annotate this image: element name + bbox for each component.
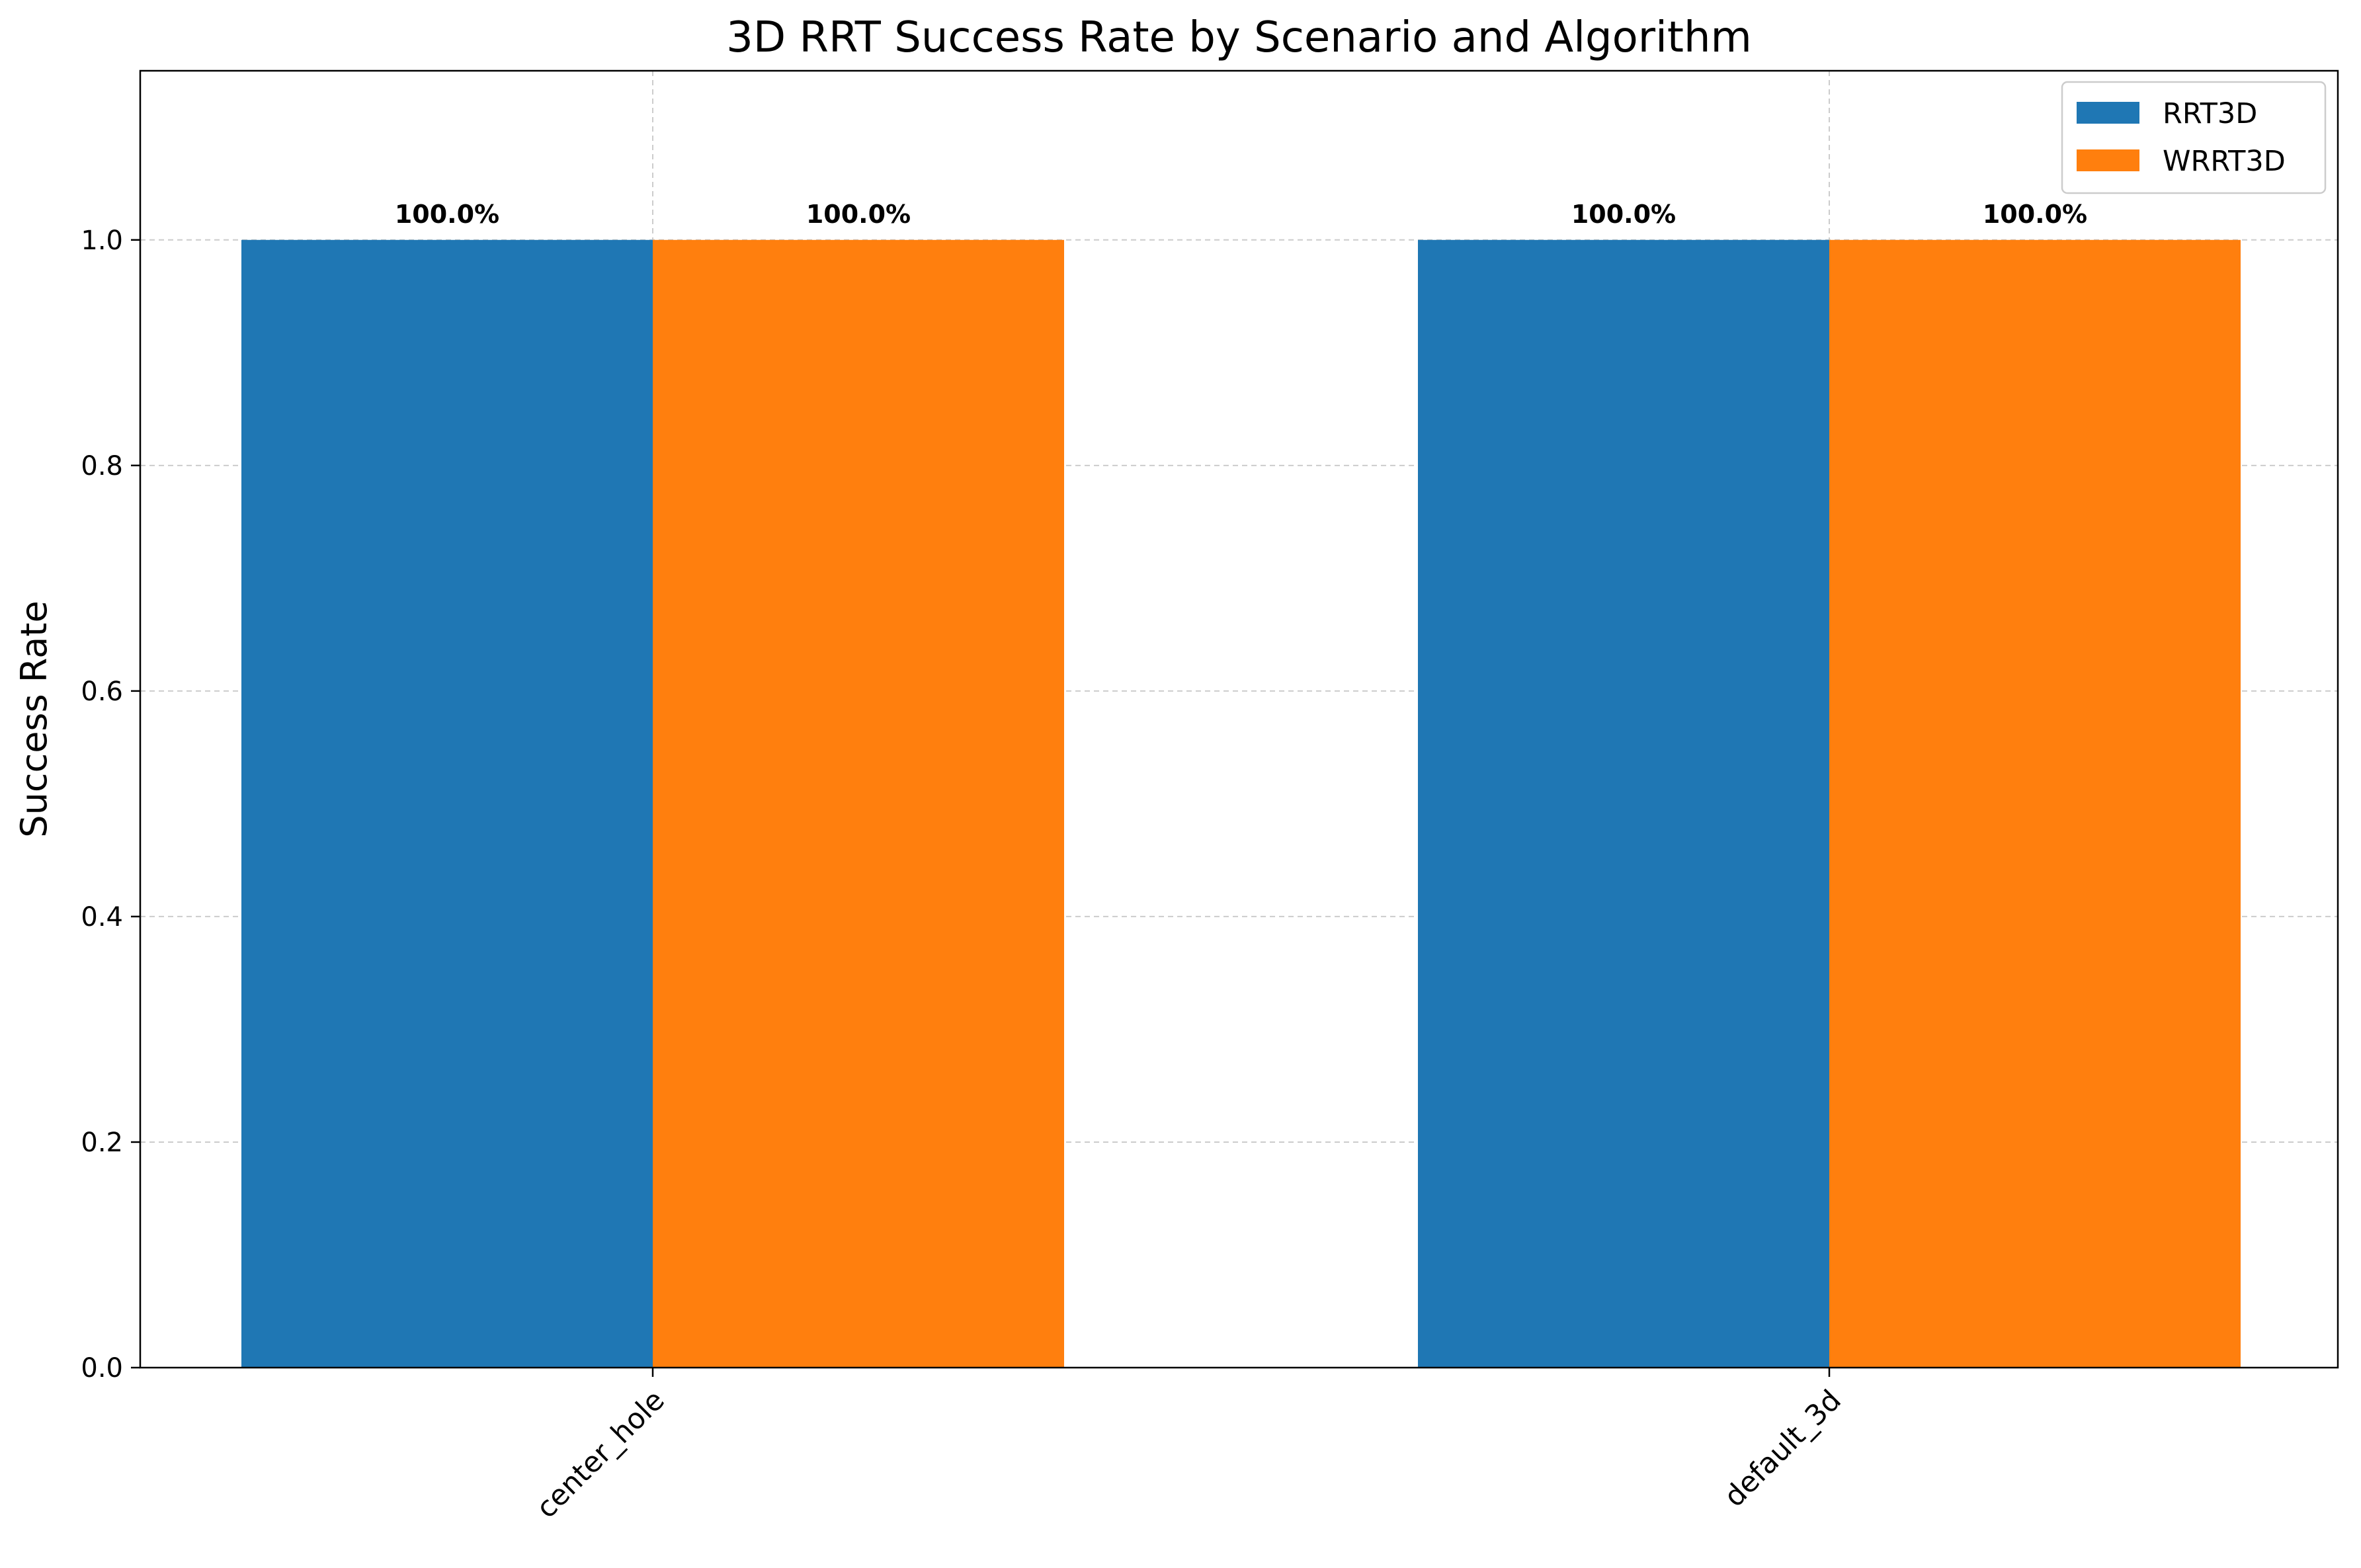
legend: RRT3D WRRT3D xyxy=(2061,81,2327,194)
data-label: 100.0% xyxy=(1983,200,2087,229)
y-tick-label: 1.0 xyxy=(81,226,123,256)
bar-wrrt3d-center-hole xyxy=(653,239,1064,1368)
y-tick-label: 0.4 xyxy=(81,902,123,932)
x-tick-label: default_3d xyxy=(1718,1383,1848,1513)
bars-layer xyxy=(241,239,2241,1368)
legend-label-rrt3d: RRT3D xyxy=(2163,97,2257,130)
data-label: 100.0% xyxy=(1571,200,1676,229)
bar-rrt3d-center-hole xyxy=(241,239,653,1368)
x-tick-label: center_hole xyxy=(530,1383,671,1524)
plot-frame xyxy=(139,69,2339,1369)
data-labels-layer: 100.0% 100.0% 100.0% 100.0% xyxy=(395,200,2087,229)
x-ticks-layer: center_hole default_3d xyxy=(530,1368,1848,1525)
legend-label-wrrt3d: WRRT3D xyxy=(2163,145,2286,178)
y-tick-label: 0.8 xyxy=(81,451,123,481)
y-axis-label: Success Rate xyxy=(13,600,55,837)
legend-swatch-rrt3d xyxy=(2077,102,2139,124)
y-tick-label: 0.2 xyxy=(81,1128,123,1158)
data-label: 100.0% xyxy=(806,200,911,229)
legend-swatch-wrrt3d xyxy=(2077,149,2139,171)
bar-rrt3d-default-3d xyxy=(1418,239,1829,1368)
bar-wrrt3d-default-3d xyxy=(1829,239,2241,1368)
y-tick-label: 0.0 xyxy=(81,1353,123,1383)
chart-title: 3D RRT Success Rate by Scenario and Algo… xyxy=(726,13,1752,62)
y-ticks-layer: 0.0 0.2 0.4 0.6 0.8 1.0 xyxy=(81,226,140,1383)
y-tick-label: 0.6 xyxy=(81,677,123,707)
data-label: 100.0% xyxy=(395,200,499,229)
